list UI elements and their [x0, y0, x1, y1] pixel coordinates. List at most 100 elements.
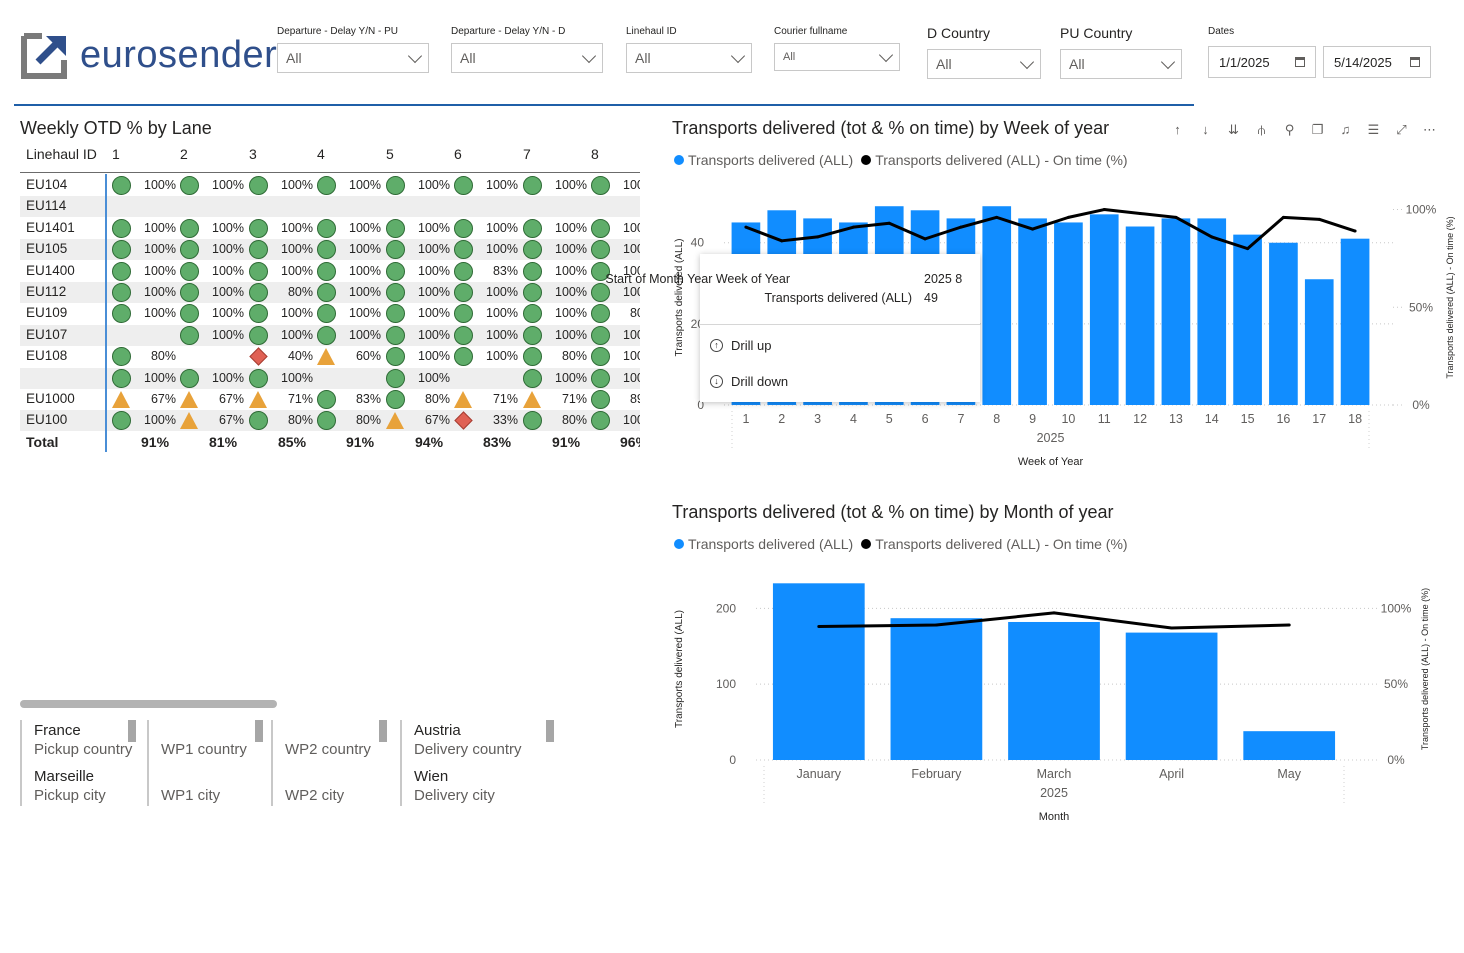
matrix-cell[interactable]: 100% [249, 368, 317, 388]
filter-icon[interactable]: ☰ [1367, 122, 1380, 137]
matrix-cell[interactable]: 100% [591, 218, 640, 238]
monthly-chart[interactable]: 0 100 200 0% 50% 100% Transports delivered (AL… [666, 560, 1456, 830]
matrix-cell[interactable]: 100% [112, 411, 180, 431]
matrix-cell[interactable]: 100% [454, 304, 522, 324]
matrix-cell[interactable]: 100% [454, 240, 522, 260]
matrix-cell[interactable]: 100% [249, 240, 317, 260]
matrix-cell[interactable]: 83% [454, 261, 522, 281]
matrix-cell[interactable]: 100% [523, 240, 591, 260]
matrix-cell[interactable]: 100% [386, 304, 454, 324]
matrix-cell[interactable]: 100% [180, 283, 248, 302]
matrix-cell[interactable]: 100% [112, 368, 180, 388]
matrix-cell[interactable]: 80% [523, 411, 591, 431]
matrix-cell[interactable]: 100% [317, 283, 385, 302]
matrix-cell[interactable]: 100% [249, 304, 317, 324]
matrix-cell[interactable]: 100% [180, 368, 248, 388]
matrix-cell[interactable]: 83% [317, 390, 385, 409]
matrix-cell[interactable]: 100% [112, 176, 180, 195]
legend-line-label[interactable]: Transports delivered (ALL) - On time (%) [875, 536, 1128, 552]
matrix-cell[interactable]: 100% [386, 368, 454, 388]
drill-up-menu-item[interactable]: ↑ Drill up [710, 338, 771, 353]
matrix-cell[interactable]: 100% [454, 283, 522, 302]
matrix-col-header[interactable]: 5 [386, 146, 394, 162]
matrix-cell[interactable]: 67% [180, 411, 248, 430]
matrix-cell[interactable]: 89% [591, 390, 640, 409]
matrix-cell[interactable]: 100% [523, 325, 591, 345]
table-row[interactable]: EU104 100% 100% 100% 100% 100% 100% 100% 100% [20, 175, 640, 196]
matrix-cell[interactable]: 100% [317, 304, 385, 324]
matrix-cell[interactable]: 100% [591, 240, 640, 260]
matrix-cell[interactable]: 33% [454, 411, 522, 431]
legend-line-label[interactable]: Transports delivered (ALL) - On time (%) [875, 152, 1128, 168]
focus-mode-icon[interactable]: ⤢ [1396, 122, 1407, 137]
slicer-dropdown[interactable]: All [927, 49, 1041, 79]
matrix-cell[interactable]: 100% [180, 218, 248, 238]
table-row[interactable]: EU1401 100% 100% 100% 100% 100% 100% 100% 100% [20, 218, 640, 239]
matrix-cell[interactable]: 100% [180, 176, 248, 195]
matrix-cell[interactable]: 100% [591, 411, 640, 431]
matrix-cell[interactable]: 100% [180, 261, 248, 281]
matrix-col-header[interactable]: 6 [454, 146, 462, 162]
bell-icon[interactable]: ♫ [1340, 122, 1351, 137]
table-row[interactable]: EU1400 100% 100% 100% 100% 100% 83% 100% 100% [20, 261, 640, 282]
matrix-cell[interactable]: 100% [249, 325, 317, 345]
matrix-cell[interactable]: 100% [523, 283, 591, 302]
matrix-cell[interactable]: 100% [112, 261, 180, 281]
matrix-cell[interactable]: 100% [386, 261, 454, 281]
matrix-cell[interactable]: 80% [386, 390, 454, 409]
matrix-cell[interactable]: 100% [591, 325, 640, 345]
matrix-cell[interactable]: 100% [386, 176, 454, 195]
matrix-cell[interactable]: 100% [454, 325, 522, 345]
horizontal-scrollbar[interactable] [20, 700, 277, 708]
table-row[interactable]: EU107 100% 100% 100% 100% 100% 100% 100% [20, 324, 640, 346]
matrix-col-header[interactable]: 2 [180, 146, 188, 162]
matrix-col-header[interactable]: 3 [249, 146, 257, 162]
matrix-cell[interactable]: 100% [591, 347, 640, 367]
matrix-col-header[interactable]: 1 [112, 146, 120, 162]
matrix-col-header[interactable]: 8 [591, 146, 599, 162]
matrix-cell[interactable]: 80% [112, 347, 180, 367]
matrix-cell[interactable]: 80% [249, 283, 317, 302]
matrix-cell[interactable]: 100% [591, 176, 640, 195]
table-row[interactable]: EU108 80% 40% 60% 100% 100% 80% 100% [20, 346, 640, 367]
matrix-cell[interactable]: 100% [454, 176, 522, 195]
table-row[interactable]: EU114 [20, 196, 640, 218]
matrix-cell[interactable]: 100% [249, 261, 317, 281]
matrix-cell[interactable]: 100% [317, 240, 385, 260]
matrix-cell[interactable]: 100% [523, 304, 591, 324]
matrix-cell[interactable]: 67% [386, 411, 454, 430]
table-row[interactable]: EU112 100% 100% 80% 100% 100% 100% 100% 100% [20, 282, 640, 303]
matrix-cell[interactable]: 100% [591, 283, 640, 302]
expand-hierarchy-icon[interactable]: ⫛ [1257, 122, 1266, 137]
matrix-cell[interactable]: 80% [523, 347, 591, 367]
matrix-cell[interactable]: 67% [112, 390, 180, 409]
legend-bar-label[interactable]: Transports delivered (ALL) [688, 536, 854, 552]
matrix-col-header[interactable]: 4 [317, 146, 325, 162]
matrix-cell[interactable]: 80% [591, 304, 640, 324]
matrix-cell[interactable]: 71% [249, 390, 317, 409]
matrix-cell[interactable]: 100% [591, 261, 640, 281]
matrix-cell[interactable]: 100% [180, 325, 248, 345]
matrix-cell[interactable]: 71% [523, 390, 591, 409]
slicer-dropdown[interactable]: All [1060, 49, 1182, 79]
slicer-dropdown[interactable]: All [277, 43, 429, 73]
more-options-icon[interactable]: ⋯ [1423, 122, 1436, 137]
table-row[interactable]: EU1000 67% 67% 71% 83% 80% 71% 71% 89% [20, 389, 640, 410]
calendar-icon[interactable] [1410, 57, 1420, 67]
matrix-cell[interactable]: 67% [180, 390, 248, 409]
matrix-col-header[interactable]: 7 [523, 146, 531, 162]
matrix-cell[interactable]: 100% [523, 218, 591, 238]
table-row[interactable]: EU109 100% 100% 100% 100% 100% 100% 100% 80% [20, 303, 640, 324]
table-row[interactable]: EU105 100% 100% 100% 100% 100% 100% 100% 100% [20, 239, 640, 261]
matrix-cell[interactable]: 100% [454, 347, 522, 367]
matrix-cell[interactable]: 40% [249, 347, 317, 366]
matrix-cell[interactable]: 100% [386, 325, 454, 345]
matrix-cell[interactable]: 100% [112, 304, 180, 324]
matrix-cell[interactable]: 80% [249, 411, 317, 431]
matrix-cell[interactable]: 100% [112, 240, 180, 260]
matrix-cell[interactable]: 100% [180, 304, 248, 324]
matrix-cell[interactable]: 100% [112, 283, 180, 302]
matrix-cell[interactable]: 100% [523, 261, 591, 281]
drill-up-icon[interactable]: ↑ [1174, 122, 1181, 137]
matrix-cell[interactable]: 100% [386, 218, 454, 238]
